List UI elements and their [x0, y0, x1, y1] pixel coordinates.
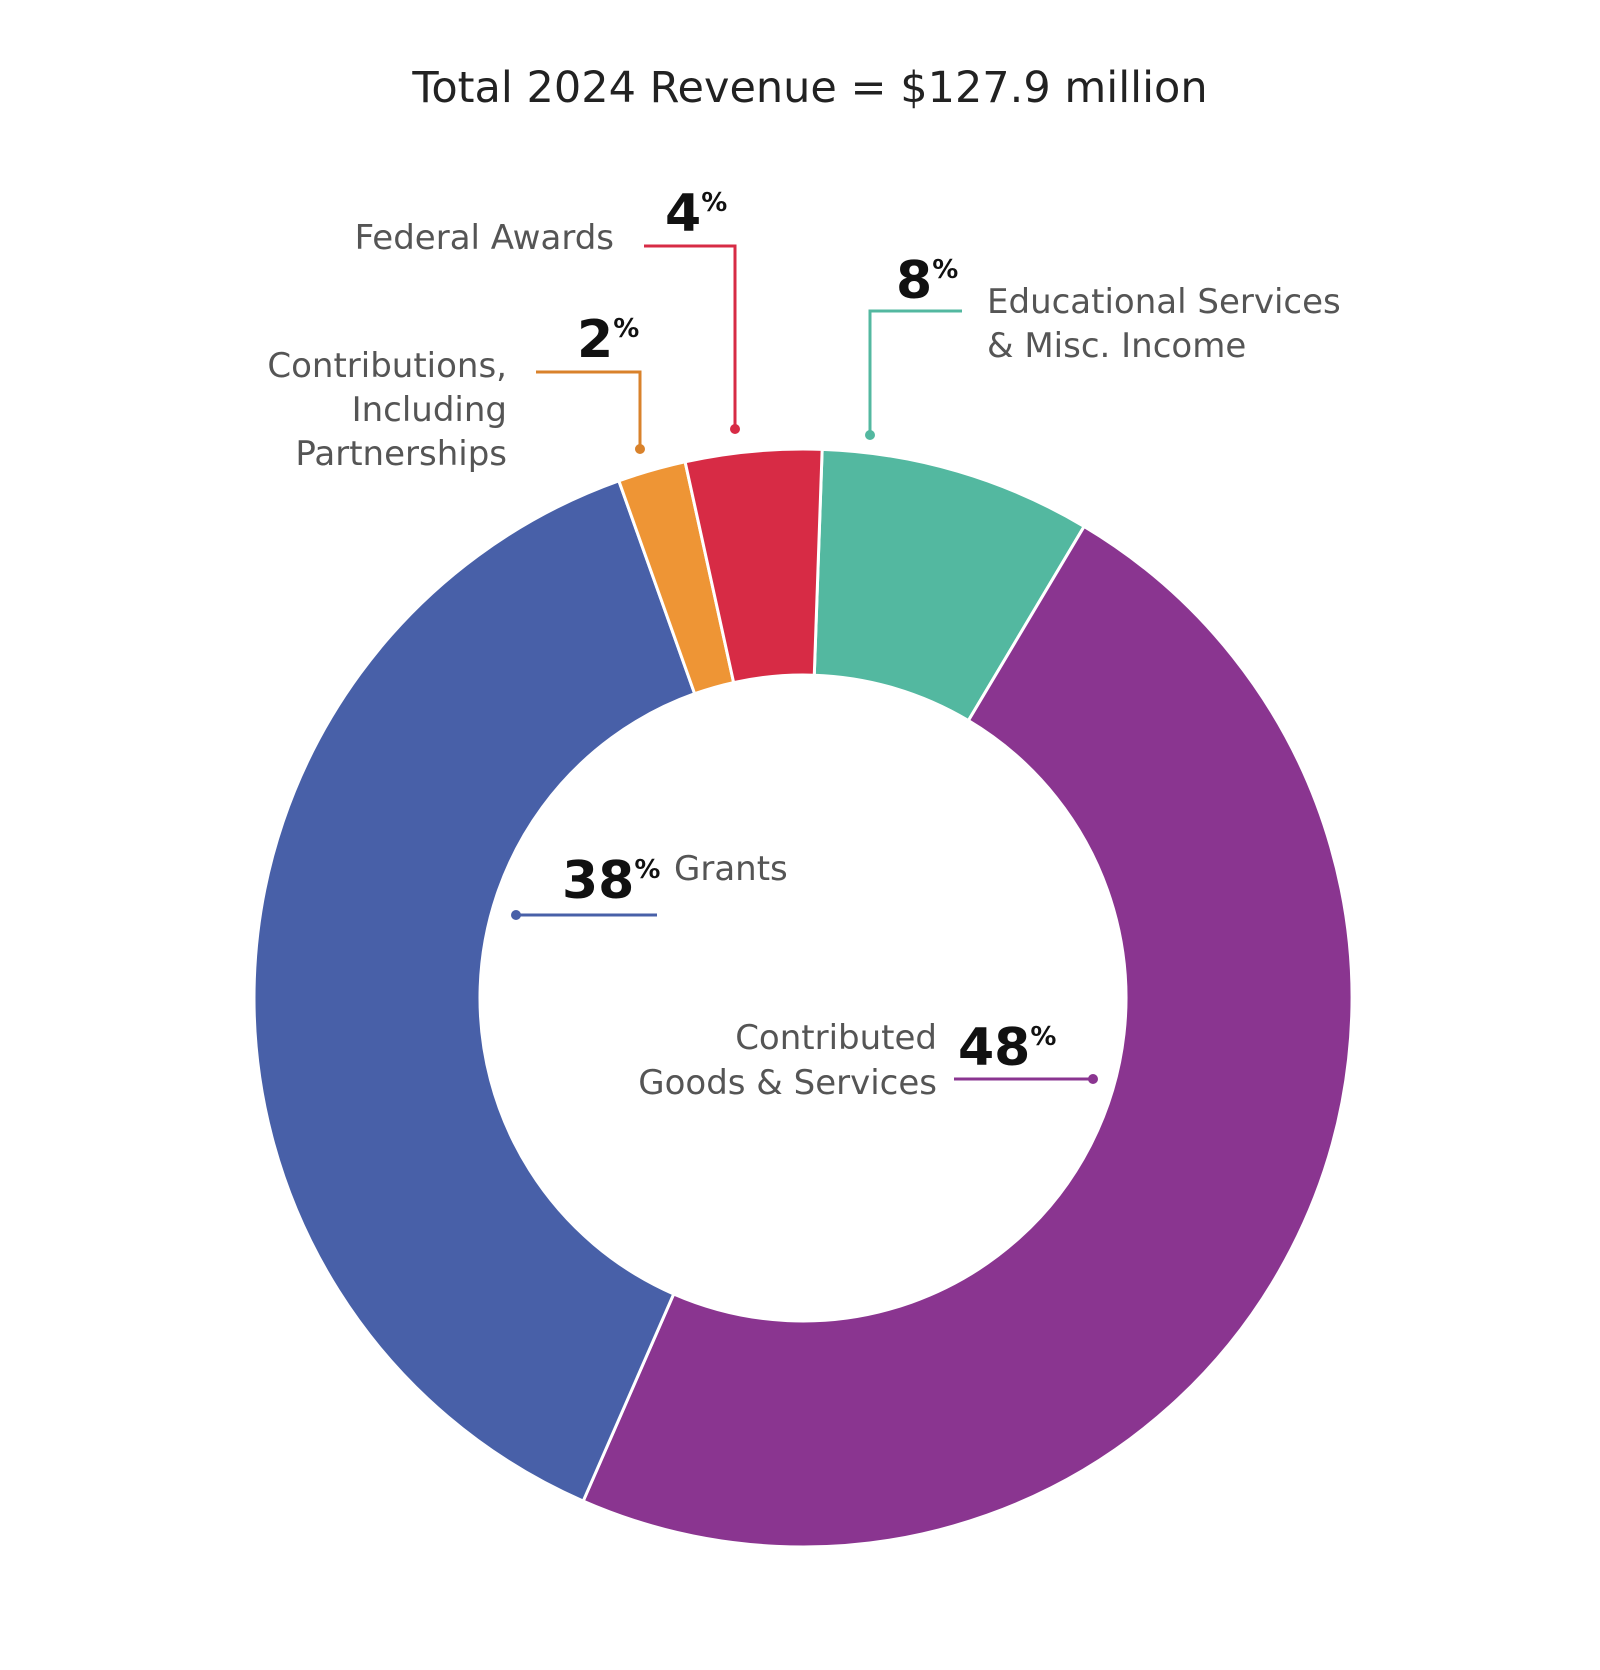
- label-text: Goods & Services: [638, 1063, 937, 1103]
- label-text: Grants: [674, 849, 788, 889]
- donut-slice-federal-awards: [683, 447, 824, 685]
- label-text: Federal Awards: [355, 218, 614, 258]
- label-contributed-goods: Contributed Goods & Services 48%: [638, 1018, 1098, 1103]
- label-text: Partnerships: [295, 434, 507, 474]
- label-educational-services: 8% Educational Services & Misc. Income: [865, 251, 1341, 440]
- leader-dot: [865, 430, 875, 440]
- label-contributions: Contributions, Including Partnerships 2%: [267, 310, 645, 474]
- label-text: Contributions,: [267, 346, 507, 386]
- leader-line: [536, 370, 642, 449]
- donut-slices: [252, 447, 1354, 1549]
- label-text: Educational Services: [987, 282, 1341, 322]
- percent-label: 2%: [577, 310, 639, 370]
- percent-label: 4%: [665, 184, 727, 244]
- leader-line: [644, 244, 737, 429]
- percent-label: 38%: [562, 851, 660, 911]
- percent-label: 48%: [958, 1018, 1056, 1078]
- leader-dot: [511, 910, 521, 920]
- label-text: & Misc. Income: [987, 326, 1246, 366]
- label-federal-awards: Federal Awards 4%: [355, 184, 740, 434]
- leader-dot: [635, 444, 645, 454]
- donut-slice-grants: [252, 478, 697, 1504]
- donut-slice-contributed-goods-services: [581, 524, 1354, 1549]
- label-grants: 38% Grants: [511, 849, 788, 920]
- label-text: Including: [352, 390, 507, 430]
- leader-dot: [730, 424, 740, 434]
- leader-line: [868, 309, 962, 435]
- percent-label: 8%: [896, 251, 958, 311]
- leader-dot: [1088, 1074, 1098, 1084]
- label-text: Contributed: [735, 1018, 937, 1058]
- chart-title: Total 2024 Revenue = $127.9 million: [411, 63, 1207, 113]
